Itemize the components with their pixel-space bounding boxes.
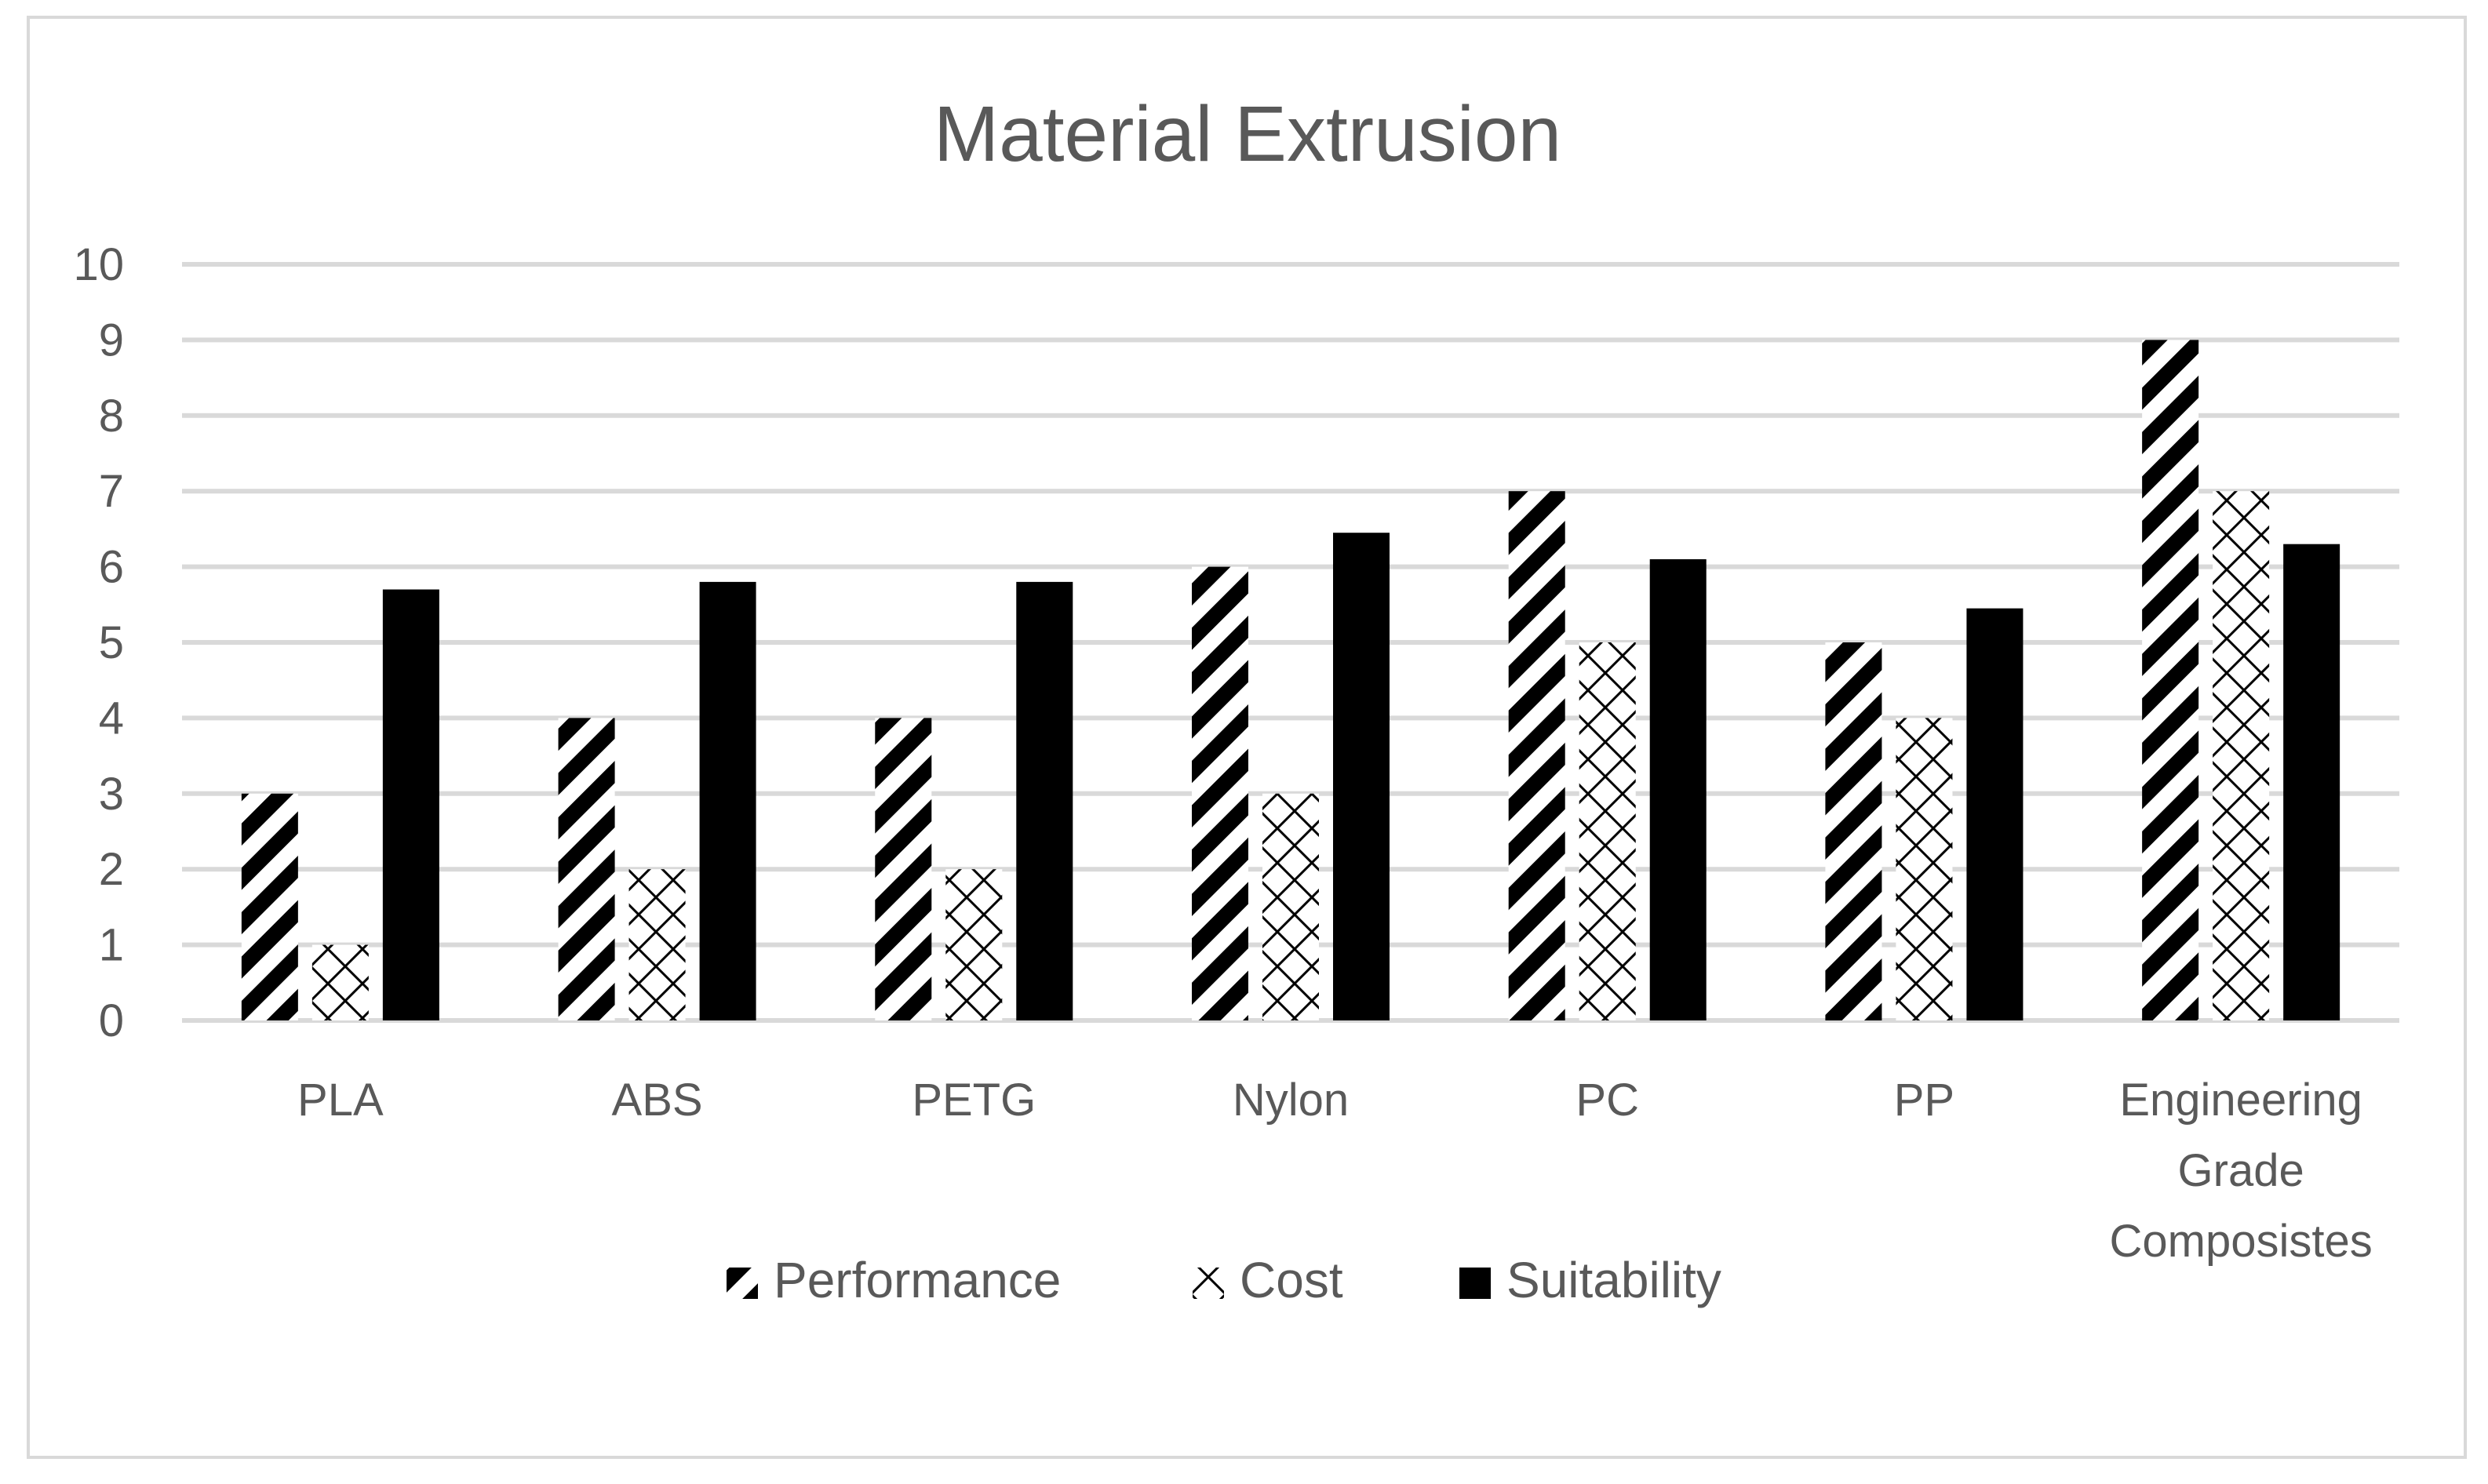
bar-suitability bbox=[2283, 544, 2340, 1020]
legend-swatch-performance bbox=[727, 1268, 758, 1299]
bar-cost bbox=[311, 944, 369, 1020]
bar-cost bbox=[628, 869, 686, 1020]
bar-performance bbox=[875, 718, 932, 1020]
bar-performance bbox=[2142, 340, 2199, 1020]
bar-cost bbox=[1262, 793, 1319, 1020]
bar-suitability bbox=[1966, 608, 2024, 1020]
bar-cost bbox=[2213, 491, 2270, 1020]
legend-swatch-suitability bbox=[1459, 1268, 1491, 1299]
bar-performance bbox=[1508, 491, 1565, 1020]
legend-label-suitability: Suitability bbox=[1506, 1252, 1721, 1308]
legend-swatch-cost bbox=[1193, 1268, 1224, 1299]
y-tick-label: 8 bbox=[99, 391, 124, 442]
y-tick-label: 0 bbox=[99, 995, 124, 1046]
x-axis-labels: PLA ABS PETG Nylon PC PP Engineering Grade Compo… bbox=[297, 1075, 2373, 1267]
y-tick-label: 6 bbox=[99, 542, 124, 593]
legend: Performance Cost Suitability bbox=[727, 1252, 1721, 1308]
bar-suitability bbox=[1649, 558, 1707, 1020]
x-tick-label: PETG bbox=[912, 1075, 1036, 1126]
bar-performance bbox=[1192, 566, 1248, 1020]
x-tick-label: PP bbox=[1894, 1075, 1954, 1126]
y-tick-label: 1 bbox=[99, 920, 124, 971]
bar-suitability bbox=[382, 589, 439, 1020]
y-tick-label: 3 bbox=[99, 769, 124, 820]
x-tick-label: Engineering Grade Composistes bbox=[2110, 1075, 2373, 1267]
x-tick-label: PC bbox=[1575, 1075, 1639, 1126]
bar-performance bbox=[558, 718, 615, 1020]
y-tick-label: 2 bbox=[99, 844, 124, 895]
y-axis-ticks: 0 1 2 3 4 5 6 7 8 9 10 bbox=[73, 239, 124, 1046]
x-tick-label: Nylon bbox=[1233, 1075, 1349, 1126]
y-tick-label: 10 bbox=[73, 239, 124, 290]
bar-suitability bbox=[699, 581, 756, 1020]
legend-label-performance: Performance bbox=[774, 1252, 1061, 1308]
bar-performance bbox=[1825, 642, 1882, 1020]
y-tick-label: 4 bbox=[99, 693, 124, 744]
gridlines bbox=[182, 262, 2399, 1023]
chart-title: Material Extrusion bbox=[934, 90, 1561, 178]
y-tick-label: 9 bbox=[99, 315, 124, 366]
bar-performance bbox=[241, 793, 298, 1020]
x-tick-label: ABS bbox=[612, 1075, 703, 1126]
bar-cost bbox=[1896, 718, 1953, 1020]
bar-cost bbox=[1579, 642, 1636, 1020]
x-tick-label: PLA bbox=[297, 1075, 384, 1126]
bar-suitability bbox=[1016, 581, 1073, 1020]
bars bbox=[241, 340, 2340, 1020]
bar-suitability bbox=[1333, 533, 1390, 1020]
bar-cost bbox=[945, 869, 1003, 1020]
legend-label-cost: Cost bbox=[1240, 1252, 1343, 1308]
y-tick-label: 5 bbox=[99, 617, 124, 668]
y-tick-label: 7 bbox=[99, 466, 124, 517]
